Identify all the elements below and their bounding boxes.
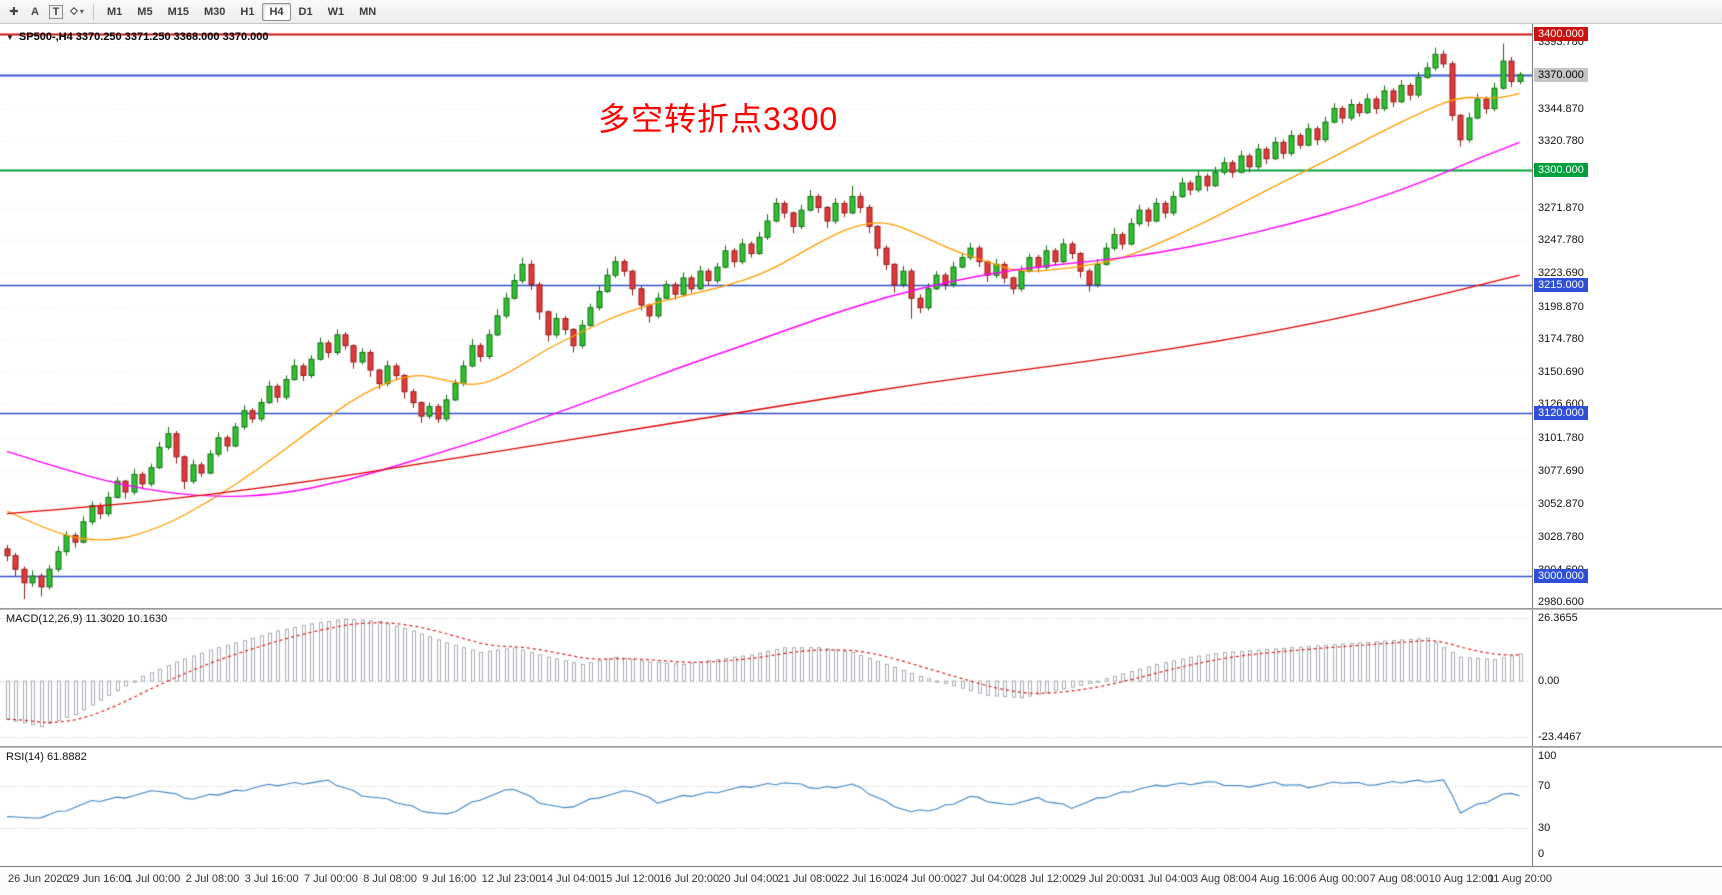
text-tool-icon[interactable]: T	[46, 2, 66, 21]
price-tick-label: 3223.690	[1538, 266, 1584, 279]
price-tick-label: 3028.780	[1538, 531, 1584, 544]
price-tick-label: 3174.780	[1538, 333, 1584, 346]
time-axis-label: 3 Aug 08:00	[1192, 873, 1251, 885]
time-axis-label: 4 Aug 16:00	[1251, 873, 1310, 885]
rsi-scale-label: 30	[1538, 821, 1551, 834]
price-tick-label: 3320.780	[1538, 135, 1584, 148]
price-tick-label: 3052.870	[1538, 498, 1584, 511]
time-axis-label: 31 Jul 04:00	[1132, 873, 1193, 885]
price-level-badge: 3370.000	[1534, 67, 1588, 82]
toolbar: ✚ A T ⬦ ▾ M1 M5 M15 M30 H1 H4 D1 W1 MN	[0, 0, 1722, 24]
chart-annotation-text[interactable]: 多空转折点3300	[598, 101, 839, 137]
panel-splitter[interactable]	[0, 608, 1722, 610]
timeframe-h4[interactable]: H4	[262, 2, 291, 21]
price-tick-label: 3344.870	[1538, 102, 1584, 115]
timeframe-m5[interactable]: M5	[137, 5, 153, 18]
price-level-badge: 3300.000	[1534, 162, 1588, 177]
toolbar-tools: ✚ A T ⬦ ▾	[4, 2, 87, 21]
dropdown-caret-icon: ▾	[79, 7, 84, 16]
price-tick-label: 3077.690	[1538, 464, 1584, 477]
time-axis-label: 14 Jul 04:00	[540, 873, 601, 885]
price-tick-label: 2980.600	[1538, 596, 1584, 609]
timeframe-m1[interactable]: M1	[107, 5, 123, 18]
main-price-scale[interactable]: 3393.7803344.8703320.7803296.6903271.870…	[1532, 24, 1722, 608]
time-axis-label: 1 Jul 00:00	[126, 873, 181, 885]
macd-indicator-panel: 26.3655 0.00 -23.4467 MACD(12,26,9) 11.302…	[0, 610, 1722, 746]
time-axis-label: 22 Jul 16:00	[836, 873, 897, 885]
time-axis-label: 29 Jul 20:00	[1073, 873, 1134, 885]
time-axis-label: 16 Jul 20:00	[659, 873, 720, 885]
rsi-canvas[interactable]	[0, 748, 1532, 866]
price-tick-label: 3247.780	[1538, 234, 1584, 247]
price-tick-label: 3150.690	[1538, 365, 1584, 378]
symbol-info: ▼ SP500-,H4 3370.250 3371.250 3368.000 3…	[6, 31, 268, 43]
rsi-indicator-panel: 100 70 30 0 RSI(14) 61.8882	[0, 748, 1722, 866]
price-tick-label: 3271.870	[1538, 201, 1584, 214]
time-axis-label: 11 Aug 20:00	[1488, 873, 1553, 885]
time-axis-label: 21 Jul 08:00	[777, 873, 838, 885]
timeframe-m30[interactable]: M30	[203, 5, 226, 18]
rsi-scale-label: 0	[1538, 848, 1545, 860]
time-axis[interactable]: 26 Jun 2020 29 Jun 16:00 1 Jul 00:00 2 Jul …	[0, 866, 1722, 895]
chevron-down-icon[interactable]: ▼	[6, 32, 14, 42]
time-axis-label: 29 Jun 16:00	[67, 873, 131, 885]
timeframe-h1[interactable]: H1	[240, 5, 255, 18]
symbol-ohlc-text: SP500-,H4 3370.250 3371.250 3368.000 337…	[18, 31, 269, 43]
macd-label: MACD(12,26,9) 11.3020 10.1630	[6, 613, 168, 625]
macd-scale-label: -23.4467	[1538, 731, 1582, 744]
rsi-scale-label: 100	[1538, 749, 1557, 762]
timeframe-m15[interactable]: M15	[167, 5, 189, 18]
time-axis-label: 3 Jul 16:00	[244, 873, 299, 885]
text-label-tool-icon[interactable]: A	[31, 5, 39, 18]
macd-scale-label: 26.3655	[1538, 612, 1578, 625]
time-axis-label: 8 Jul 08:00	[363, 873, 418, 885]
time-axis-label: 27 Jul 04:00	[955, 873, 1016, 885]
time-axis-label: 2 Jul 08:00	[185, 873, 240, 885]
timeframe-buttons: M1 M5 M15 M30 H1 H4 D1 W1 MN	[100, 2, 383, 21]
timeframe-mn[interactable]: MN	[359, 5, 377, 18]
time-axis-label: 9 Jul 16:00	[422, 873, 477, 885]
rsi-scale[interactable]: 100 70 30 0	[1532, 748, 1722, 866]
main-chart-panel: 3393.7803344.8703320.7803296.6903271.870…	[0, 24, 1722, 608]
price-level-badge: 3000.000	[1534, 569, 1588, 584]
cursor-crosshair-icon[interactable]: ✚	[9, 6, 19, 18]
rsi-scale-label: 70	[1538, 780, 1551, 793]
macd-scale[interactable]: 26.3655 0.00 -23.4467	[1532, 610, 1722, 746]
time-axis-label: 26 Jun 2020	[8, 873, 69, 885]
price-level-badge: 3400.000	[1534, 27, 1588, 42]
time-axis-label: 15 Jul 12:00	[600, 873, 660, 885]
timeframe-d1[interactable]: D1	[298, 5, 313, 18]
time-axis-label: 28 Jul 12:00	[1014, 873, 1075, 885]
toolbar-separator	[93, 3, 94, 20]
time-axis-label: 12 Jul 23:00	[481, 873, 542, 885]
time-axis-label: 7 Jul 00:00	[304, 873, 358, 885]
price-level-badge: 3120.000	[1534, 406, 1588, 421]
timeframe-w1[interactable]: W1	[327, 5, 345, 18]
shapes-tool-dropdown-icon[interactable]: ⬦ ▾	[70, 5, 84, 17]
macd-canvas[interactable]	[0, 610, 1532, 746]
time-axis-label: 7 Aug 08:00	[1369, 873, 1429, 885]
time-axis-label: 6 Aug 00:00	[1310, 873, 1370, 885]
time-axis-label: 24 Jul 00:00	[896, 873, 956, 885]
price-tick-label: 3101.780	[1538, 432, 1584, 445]
main-chart-canvas[interactable]	[0, 24, 1532, 608]
time-axis-label: 20 Jul 04:00	[718, 873, 779, 885]
macd-scale-label: 0.00	[1538, 675, 1560, 688]
price-level-badge: 3215.000	[1534, 277, 1588, 292]
time-axis-label: 10 Aug 12:00	[1428, 873, 1494, 885]
rsi-label: RSI(14) 61.8882	[6, 751, 87, 763]
price-tick-label: 3198.870	[1538, 300, 1584, 313]
panel-splitter[interactable]	[0, 746, 1722, 748]
